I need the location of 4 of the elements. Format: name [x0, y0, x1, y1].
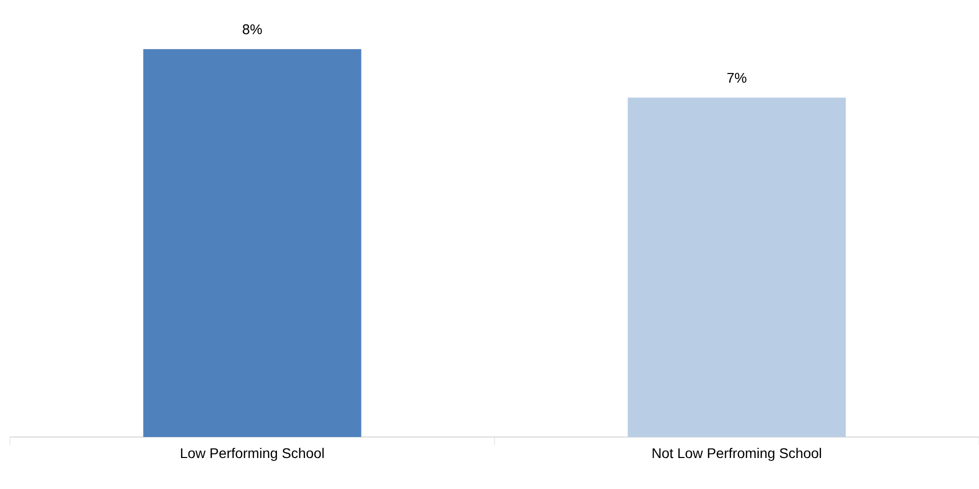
data-label: 7% — [727, 72, 746, 83]
x-tick-label: Low Performing School — [181, 448, 324, 461]
data-label: 8% — [242, 24, 262, 34]
x-tick-label: Not Low Perfroming School — [652, 448, 821, 461]
